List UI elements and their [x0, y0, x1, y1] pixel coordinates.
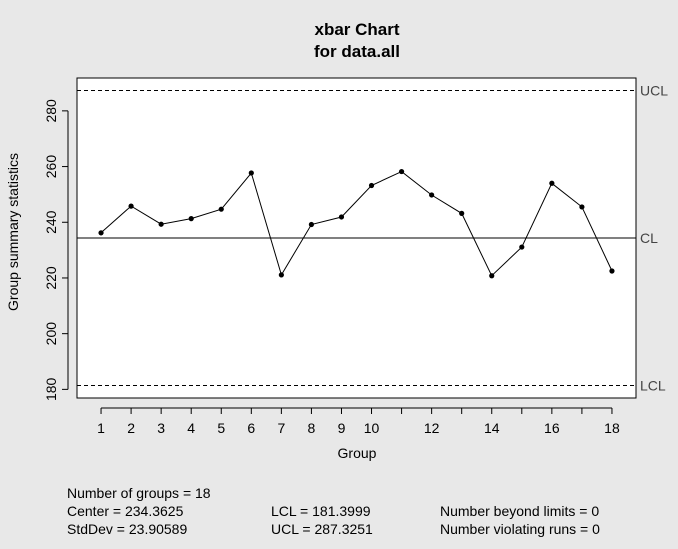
data-series — [98, 168, 615, 279]
chart-subtitle: for data.all — [314, 42, 400, 61]
data-point — [128, 203, 134, 209]
x-tick-label: 1 — [97, 420, 105, 436]
x-tick-label: 14 — [484, 420, 500, 436]
x-tick-label: 5 — [217, 420, 225, 436]
stats-col-1: Number of groups = 18 Center = 234.3625 … — [67, 484, 211, 538]
stat-violating-runs: Number violating runs = 0 — [440, 521, 600, 537]
data-point — [338, 214, 345, 220]
stat-lcl: LCL = 181.3999 — [271, 503, 371, 519]
x-tick-label: 7 — [277, 420, 285, 436]
x-tick-label: 18 — [604, 420, 620, 436]
x-tick-label: 9 — [338, 420, 346, 436]
stat-center: Center = 234.3625 — [67, 503, 184, 519]
control-limits: UCL CL LCL — [77, 82, 668, 393]
stats-col-3: Number beyond limits = 0 Number violatin… — [440, 502, 600, 538]
data-point — [429, 192, 435, 198]
data-point — [489, 273, 495, 279]
x-tick-label: 3 — [157, 420, 165, 436]
data-point — [308, 221, 315, 228]
y-axis: 180 200 220 240 260 280 — [43, 99, 69, 401]
y-tick-label: 220 — [43, 266, 59, 290]
stat-beyond-limits: Number beyond limits = 0 — [440, 503, 600, 519]
stat-ucl: UCL = 287.3251 — [271, 521, 373, 537]
data-point — [519, 244, 525, 250]
data-point — [459, 210, 465, 216]
x-tick-label: 12 — [424, 420, 440, 436]
stat-number-of-groups: Number of groups = 18 — [67, 485, 211, 501]
y-tick-label: 260 — [43, 155, 59, 179]
x-tick-label: 6 — [247, 420, 255, 436]
x-axis: 1 2 3 4 5 6 7 8 9 10 12 14 16 18 — [97, 407, 620, 436]
data-point — [158, 221, 164, 227]
series-line — [100, 171, 613, 277]
data-point — [248, 170, 254, 176]
x-axis-label: Group — [338, 445, 377, 461]
x-tick-label: 2 — [127, 420, 135, 436]
data-point — [549, 180, 555, 186]
y-tick-label: 280 — [43, 99, 59, 123]
cl-label: CL — [640, 230, 658, 246]
data-point — [188, 216, 194, 222]
y-tick-label: 200 — [43, 322, 59, 346]
data-point — [218, 206, 224, 212]
stat-stddev: StdDev = 23.90589 — [67, 521, 188, 537]
lcl-label: LCL — [640, 377, 666, 393]
x-tick-label: 8 — [308, 420, 316, 436]
x-tick-label: 16 — [544, 420, 560, 436]
y-tick-label: 180 — [43, 377, 59, 401]
y-tick-label: 240 — [43, 210, 59, 234]
data-point — [278, 272, 284, 278]
data-point — [398, 168, 405, 175]
data-point — [579, 204, 585, 210]
x-tick-label: 4 — [187, 420, 195, 436]
data-point — [98, 230, 104, 236]
x-tick-label: 10 — [364, 420, 380, 436]
ucl-label: UCL — [640, 82, 668, 98]
y-axis-label: Group summary statistics — [5, 153, 21, 311]
chart-title: xbar Chart — [314, 20, 399, 39]
data-point — [609, 268, 615, 274]
data-point — [368, 182, 375, 189]
stats-col-2: LCL = 181.3999 UCL = 287.3251 — [271, 502, 373, 538]
